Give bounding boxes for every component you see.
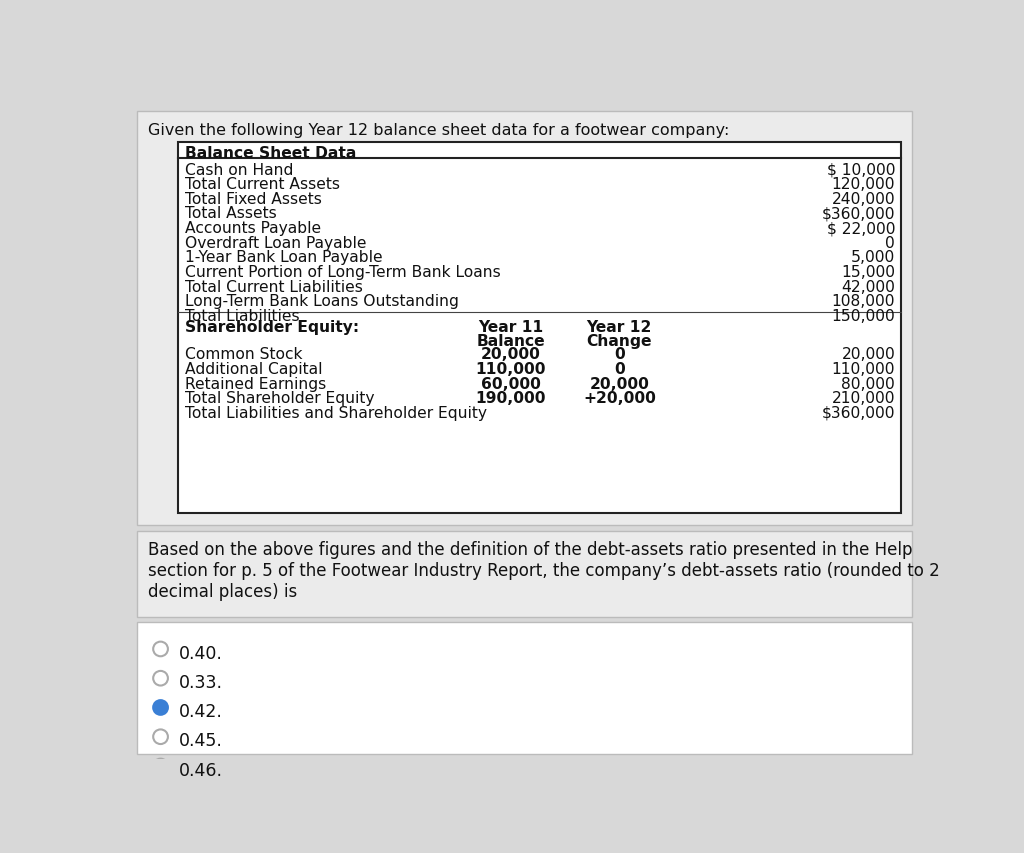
Text: 60,000: 60,000 [481,376,541,392]
Text: 20,000: 20,000 [842,347,895,362]
Text: 150,000: 150,000 [831,309,895,323]
FancyBboxPatch shape [137,623,912,755]
Circle shape [154,759,168,774]
Text: Total Current Liabilities: Total Current Liabilities [185,279,364,294]
Text: 1-Year Bank Loan Payable: 1-Year Bank Loan Payable [185,250,383,265]
Text: Current Portion of Long-Term Bank Loans: Current Portion of Long-Term Bank Loans [185,264,501,280]
Text: 0.46.: 0.46. [178,761,222,779]
Circle shape [154,700,168,715]
Text: Common Stock: Common Stock [185,347,303,362]
FancyBboxPatch shape [137,531,912,618]
Text: 20,000: 20,000 [590,376,649,392]
Text: Total Assets: Total Assets [185,206,278,221]
Text: 240,000: 240,000 [831,192,895,206]
Text: 190,000: 190,000 [475,391,546,406]
Text: Total Liabilities and Shareholder Equity: Total Liabilities and Shareholder Equity [185,405,487,421]
Text: Overdraft Loan Payable: Overdraft Loan Payable [185,235,367,251]
Text: Balance: Balance [476,334,545,349]
Text: Change: Change [587,334,652,349]
Text: 0.33.: 0.33. [178,673,222,691]
Text: $360,000: $360,000 [821,206,895,221]
Text: 110,000: 110,000 [475,362,546,376]
Text: Shareholder Equity:: Shareholder Equity: [185,319,359,334]
FancyBboxPatch shape [177,142,901,513]
Text: 42,000: 42,000 [842,279,895,294]
Circle shape [154,671,168,686]
Text: Accounts Payable: Accounts Payable [185,221,322,235]
Text: 120,000: 120,000 [831,177,895,192]
Circle shape [154,641,168,657]
Text: Retained Earnings: Retained Earnings [185,376,327,392]
Text: 15,000: 15,000 [842,264,895,280]
Circle shape [154,729,168,744]
Text: $360,000: $360,000 [821,405,895,421]
Text: 108,000: 108,000 [831,294,895,309]
Text: Year 12: Year 12 [587,319,652,334]
Text: 0: 0 [614,347,625,362]
Text: Additional Capital: Additional Capital [185,362,323,376]
Text: Total Shareholder Equity: Total Shareholder Equity [185,391,375,406]
Text: Based on the above figures and the definition of the debt-assets ratio presented: Based on the above figures and the defin… [148,541,940,601]
Text: 110,000: 110,000 [831,362,895,376]
FancyBboxPatch shape [137,112,912,525]
Text: Total Fixed Assets: Total Fixed Assets [185,192,323,206]
Text: Long-Term Bank Loans Outstanding: Long-Term Bank Loans Outstanding [185,294,459,309]
Text: $ 22,000: $ 22,000 [826,221,895,235]
Text: 20,000: 20,000 [481,347,541,362]
Text: $ 10,000: $ 10,000 [826,162,895,177]
Text: Total Current Assets: Total Current Assets [185,177,340,192]
Text: 0: 0 [614,362,625,376]
Text: 0.42.: 0.42. [178,702,222,720]
Text: 0.40.: 0.40. [178,644,222,662]
Text: 210,000: 210,000 [831,391,895,406]
Text: Total Liabilities: Total Liabilities [185,309,300,323]
Text: 0: 0 [886,235,895,251]
Text: Balance Sheet Data: Balance Sheet Data [185,146,356,161]
Text: 80,000: 80,000 [842,376,895,392]
Text: 0.45.: 0.45. [178,732,222,750]
Text: Given the following Year 12 balance sheet data for a footwear company:: Given the following Year 12 balance shee… [148,122,729,137]
Text: 5,000: 5,000 [851,250,895,265]
Text: Year 11: Year 11 [478,319,544,334]
Text: +20,000: +20,000 [583,391,655,406]
Text: Cash on Hand: Cash on Hand [185,162,294,177]
